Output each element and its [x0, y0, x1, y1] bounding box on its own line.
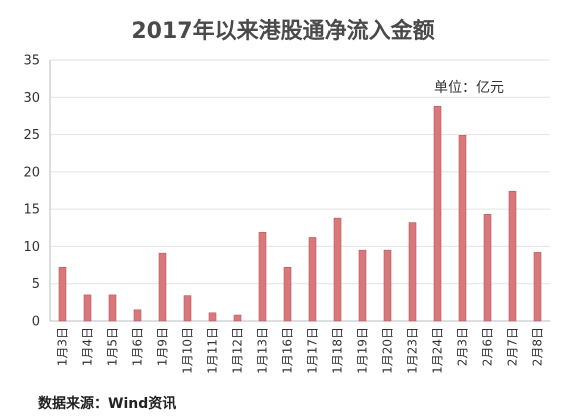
x-tick-label: 1月12日	[231, 327, 245, 374]
bar-1	[58, 267, 67, 322]
bar-4	[133, 309, 142, 322]
bar-11	[308, 237, 317, 322]
y-tick-label: 0	[32, 315, 40, 330]
bar-7	[208, 312, 217, 322]
bar-9	[258, 231, 267, 322]
y-tick-label: 5	[32, 277, 40, 292]
x-tick-label: 1月23日	[406, 327, 420, 374]
bar-8	[233, 314, 242, 322]
axes	[49, 60, 550, 322]
bar-3	[108, 294, 117, 322]
bar-16	[433, 105, 442, 322]
x-tick-label: 1月5日	[106, 327, 120, 366]
bar-12	[333, 217, 342, 322]
bar-14	[383, 249, 392, 322]
gridlines	[50, 59, 550, 285]
y-axis-ticks: 0 5 10 15 20 25 30 35	[23, 54, 40, 330]
bar-10	[283, 267, 292, 322]
data-source: 数据来源：Wind资讯	[38, 395, 176, 412]
x-tick-label: 1月24日	[431, 327, 445, 374]
x-tick-label: 1月19日	[356, 327, 370, 374]
x-tick-label: 1月6日	[131, 327, 145, 366]
x-tick-label: 1月3日	[56, 327, 70, 366]
bar-17	[458, 135, 467, 322]
bar-5	[158, 252, 167, 322]
bar-19	[508, 190, 517, 322]
y-tick-label: 10	[23, 240, 40, 255]
x-tick-label: 2月6日	[481, 327, 495, 366]
x-tick-label: 1月11日	[206, 327, 220, 374]
y-tick-label: 15	[23, 203, 40, 218]
x-tick-label: 2月3日	[456, 327, 470, 366]
x-tick-label: 1月20日	[381, 327, 395, 374]
chart-title: 2017年以来港股通净流入金额	[131, 18, 434, 44]
x-tick-label: 1月18日	[331, 327, 345, 374]
bar-13	[358, 249, 367, 322]
x-tick-label: 1月10日	[181, 327, 195, 374]
x-tick-label: 2月8日	[531, 327, 545, 366]
bar-15	[408, 222, 417, 322]
y-tick-label: 30	[23, 91, 40, 106]
y-tick-label: 35	[23, 54, 40, 69]
x-tick-label: 1月13日	[256, 327, 270, 374]
bar-20	[533, 252, 542, 322]
bar-2	[83, 294, 92, 322]
x-tick-label: 1月9日	[156, 327, 170, 366]
x-axis-ticks: 1月3日 1月4日 1月5日 1月6日 1月9日 1月10日 1月11日 1月12日 1月13日…	[56, 327, 545, 374]
x-tick-label: 2月7日	[506, 327, 520, 366]
x-tick-label: 1月17日	[306, 327, 320, 374]
x-tick-label: 1月16日	[281, 327, 295, 374]
bars	[58, 105, 542, 322]
y-tick-label: 25	[23, 128, 40, 143]
bar-18	[483, 214, 492, 322]
bar-6	[183, 295, 192, 322]
x-tick-label: 1月4日	[81, 327, 95, 366]
unit-label: 单位：亿元	[434, 80, 504, 96]
y-tick-label: 20	[23, 165, 40, 180]
